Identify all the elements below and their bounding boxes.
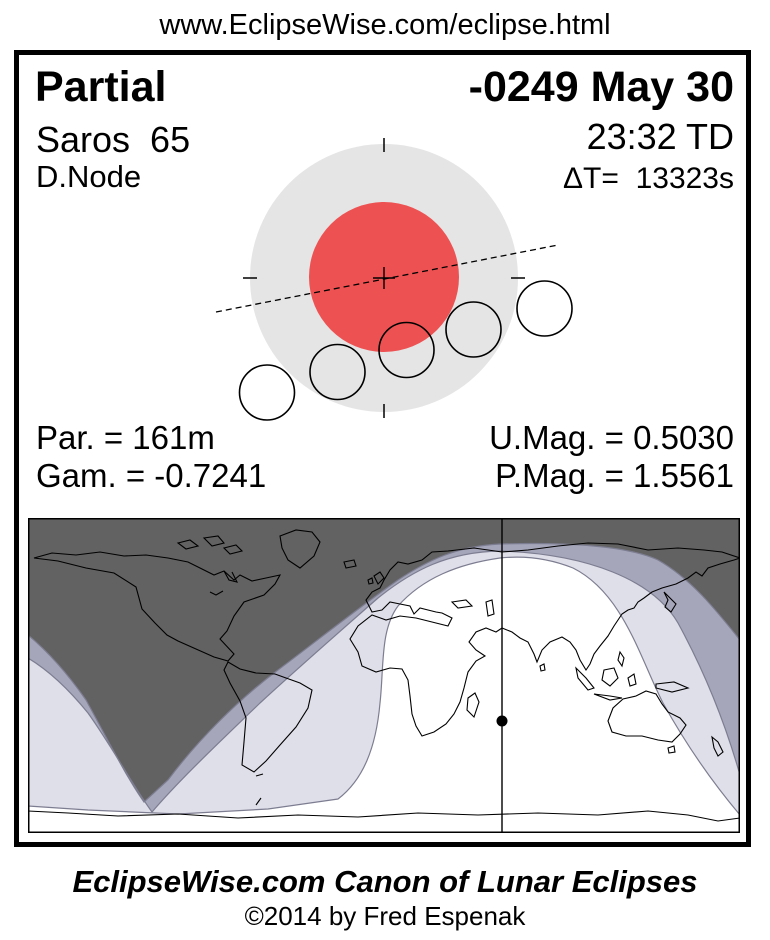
moon-position-circle [516, 280, 573, 337]
contact-curves [28, 542, 740, 816]
coastlines [28, 529, 740, 822]
moon-position-circle [309, 343, 366, 401]
copyright-text: ©2014 by Fred Espenak [244, 901, 526, 931]
penumbra-tick-marks [243, 138, 525, 418]
moon-path-positions [238, 280, 573, 421]
penumbral-magnitude-label: P.Mag. = 1.5561 [495, 457, 734, 494]
moon-position-circle [445, 301, 502, 358]
eclipse-type-label: Partial [35, 63, 167, 111]
visibility-map [28, 518, 740, 833]
map-border [28, 518, 740, 833]
canon-title: EclipseWise.com Canon of Lunar Eclipses [72, 864, 698, 899]
delta-t-label: ΔT= 13323s [563, 162, 734, 195]
moon-position-circle [378, 321, 435, 379]
map-zone-not-visible [28, 518, 740, 802]
eclipse-card: Partial Saros 65 D.Node -0249 May 30 23:… [14, 50, 751, 847]
shadow-center-cross [373, 267, 395, 289]
map-zone-fully-visible [28, 557, 740, 833]
eclipse-date-label: -0249 May 30 [468, 63, 734, 111]
saros-label: Saros 65 [36, 119, 191, 160]
sublunar-point-dot [496, 715, 508, 727]
shadow-diagram [215, 138, 573, 421]
partial-duration-label: Par. = 161m [36, 419, 215, 456]
node-label: D.Node [36, 159, 142, 194]
eclipse-time-label: 23:32 TD [586, 116, 734, 157]
moon-position-circle [238, 364, 296, 421]
gamma-label: Gam. = -0.7241 [36, 457, 267, 494]
page-url-text: www.EclipseWise.com/eclipse.html [159, 9, 611, 41]
umbral-magnitude-label: U.Mag. = 0.5030 [489, 419, 734, 456]
